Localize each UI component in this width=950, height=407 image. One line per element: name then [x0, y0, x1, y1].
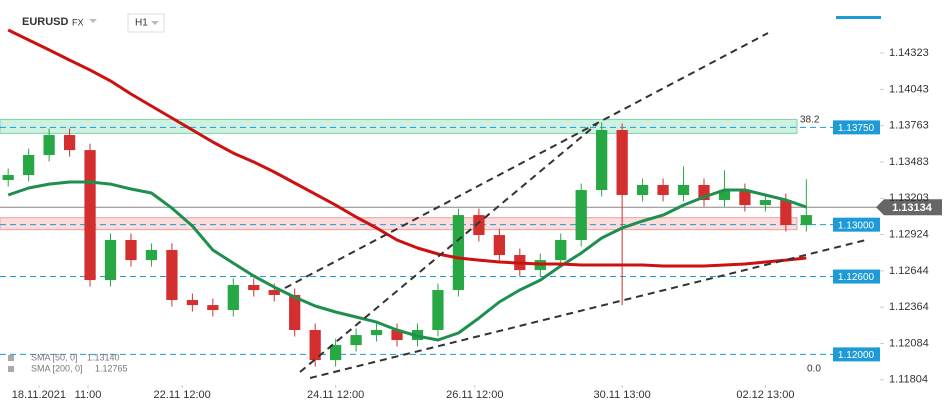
x-tick-label: 30.11 13:00 — [593, 389, 650, 401]
candle-body — [575, 190, 587, 240]
candle-body — [289, 294, 301, 330]
candle-body — [473, 215, 485, 236]
candle-body — [84, 150, 96, 281]
x-tick-label: 24.11 12:00 — [307, 389, 364, 401]
level-label: 1.12600 — [838, 272, 875, 283]
x-tick-label: 18.11.2021 — [12, 389, 66, 401]
level-label: 1.13000 — [838, 220, 875, 231]
candle-body — [800, 215, 812, 226]
legend-name: SMA [50, 0] — [31, 352, 78, 362]
timeframe[interactable]: H1 — [135, 18, 148, 29]
candle-body — [268, 290, 280, 295]
legend-icon — [8, 355, 14, 361]
current-price-box — [876, 199, 942, 216]
candle-body — [493, 235, 505, 256]
candle-body — [309, 330, 321, 361]
y-tick-label: 1.12924 — [889, 228, 929, 240]
candle-body — [125, 239, 137, 261]
toolbar-accent — [836, 16, 881, 19]
x-tick-label: 26.11 12:00 — [446, 389, 503, 401]
candle-body — [330, 345, 342, 361]
level-box — [833, 120, 880, 135]
sma-line — [7, 180, 807, 342]
candle-body — [432, 290, 444, 330]
sma-line — [7, 28, 807, 268]
candle-body — [636, 184, 649, 195]
candle-body — [718, 190, 731, 201]
candle-body — [759, 200, 772, 206]
candle-body — [391, 330, 403, 340]
fib-zone — [0, 217, 798, 231]
x-tick-label: 22.11 12:00 — [153, 389, 210, 401]
candle-body — [596, 129, 608, 191]
candle-body — [698, 184, 710, 201]
candle-body — [248, 284, 260, 291]
fib-zone — [0, 118, 798, 134]
y-tick-label: 1.12084 — [889, 337, 929, 349]
level-box — [833, 347, 880, 362]
dropdown-arrow[interactable] — [151, 21, 159, 25]
timeframe-box[interactable] — [127, 13, 165, 33]
candle-body — [227, 284, 239, 311]
candle-body — [145, 249, 158, 261]
candle-body — [370, 330, 383, 336]
market[interactable]: FX — [72, 17, 84, 27]
y-tick-label: 1.14043 — [889, 83, 929, 95]
level-box — [833, 269, 880, 284]
candle-body — [350, 335, 362, 346]
fib-label: 0.0 — [807, 364, 821, 375]
candle-body — [63, 135, 76, 151]
candle-body — [104, 239, 117, 281]
symbol: EURUSD — [22, 16, 69, 28]
y-tick-label: 1.12644 — [889, 265, 929, 277]
y-tick-label: 1.13203 — [889, 192, 929, 204]
x-tick-label: 02.12 13:00 — [736, 389, 794, 401]
candle-body — [166, 249, 178, 301]
legend-value: 1.13140 — [87, 352, 120, 362]
legend-value: 1.12765 — [95, 363, 128, 373]
level-label: 1.13750 — [838, 123, 875, 134]
candle-body — [186, 300, 198, 306]
candle-body — [555, 239, 567, 261]
x-tick-label: 11:00 — [75, 389, 102, 401]
y-tick-label: 1.14323 — [889, 47, 929, 59]
candle-body — [780, 200, 792, 226]
y-tick-label: 1.13483 — [889, 156, 929, 168]
y-tick-label: 1.12364 — [889, 301, 929, 313]
candle-body — [739, 190, 751, 206]
y-tick-label: 1.13763 — [889, 120, 929, 132]
legend-icon — [8, 366, 14, 372]
trend-line — [299, 123, 598, 373]
level-box — [833, 217, 880, 232]
y-tick-label: 1.11804 — [889, 374, 928, 386]
current-price-label: 1.13134 — [892, 202, 933, 214]
candle-body — [616, 129, 628, 195]
candle-body — [23, 155, 35, 175]
candle-body — [43, 135, 55, 156]
candle-body — [657, 184, 669, 195]
dropdown-arrow[interactable] — [89, 19, 97, 23]
fib-label: 38.2 — [800, 115, 820, 126]
candle-body — [207, 305, 219, 311]
level-label: 1.12000 — [838, 350, 875, 361]
candle-body — [2, 174, 14, 181]
plot-area — [0, 28, 880, 367]
candle-body — [452, 215, 465, 291]
candle-body — [677, 184, 690, 195]
legend-name: SMA [200, 0] — [31, 363, 83, 373]
